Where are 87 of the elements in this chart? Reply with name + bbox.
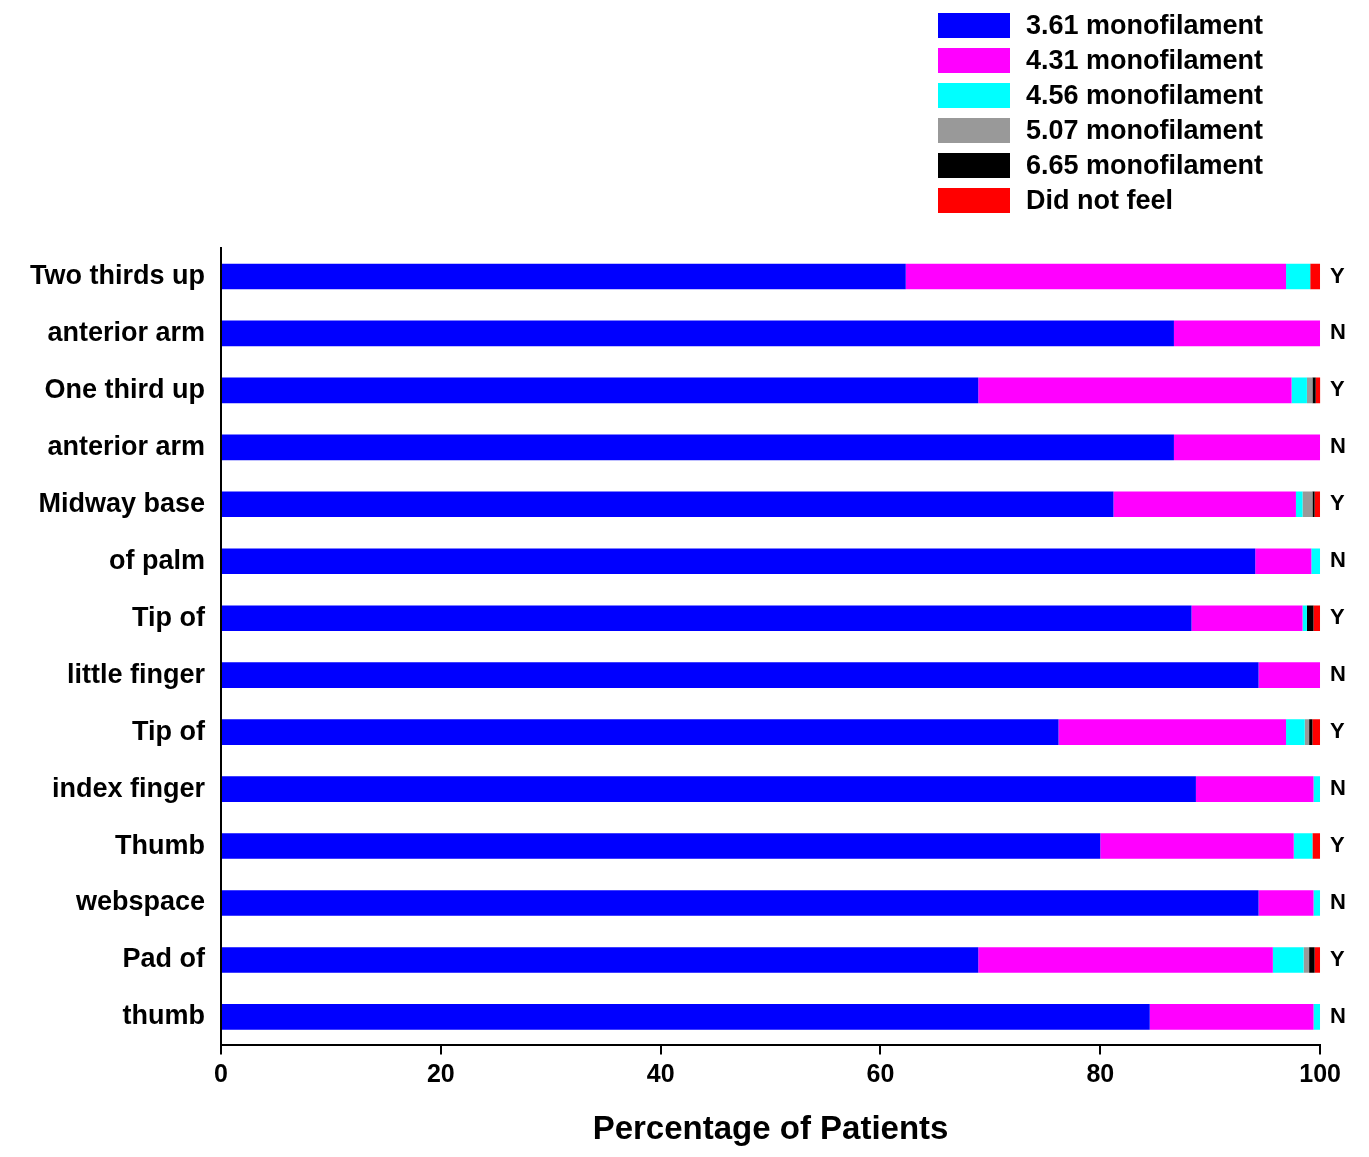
y-tick-label: N bbox=[1330, 433, 1346, 459]
bar bbox=[1309, 719, 1313, 745]
y-tick-label: Y bbox=[1330, 718, 1346, 744]
bar bbox=[222, 605, 1192, 632]
y-tick-label: Y bbox=[1330, 262, 1346, 288]
legend-label: 4.31 monofilament bbox=[1025, 45, 1263, 76]
bar bbox=[222, 776, 1196, 802]
text: One third up anterior arm bbox=[44, 373, 205, 461]
bar bbox=[1314, 491, 1321, 518]
x-tick-label: 100 bbox=[1299, 1059, 1341, 1088]
bar bbox=[1302, 605, 1307, 632]
bar bbox=[1295, 491, 1303, 518]
bar bbox=[978, 947, 1273, 973]
bar bbox=[1313, 890, 1321, 916]
bar bbox=[1306, 605, 1314, 632]
bar bbox=[1312, 719, 1321, 745]
bar bbox=[1173, 434, 1321, 461]
bar bbox=[222, 947, 979, 973]
bar bbox=[1313, 1004, 1321, 1030]
x-tick-label: 60 bbox=[866, 1059, 895, 1088]
y-tick-label: Y bbox=[1330, 946, 1346, 972]
text: Two thirds up anterior arm bbox=[30, 259, 205, 347]
bar bbox=[1100, 833, 1294, 859]
bar bbox=[222, 890, 1259, 916]
y-tick-label: Y bbox=[1330, 604, 1346, 630]
bar bbox=[222, 263, 906, 290]
bar bbox=[1302, 491, 1313, 518]
bar bbox=[1255, 548, 1312, 575]
bar bbox=[222, 377, 979, 404]
bar bbox=[222, 833, 1101, 859]
bar bbox=[1313, 776, 1321, 802]
bar bbox=[1286, 263, 1311, 290]
legend-label: Did not feel bbox=[1025, 185, 1173, 216]
legend-label: 5.07 monofilament bbox=[1025, 115, 1263, 146]
text: Thumb webspace bbox=[74, 829, 205, 917]
bar bbox=[1310, 263, 1321, 290]
bar bbox=[1313, 605, 1321, 632]
legend-label: 4.56 monofilament bbox=[1025, 80, 1263, 111]
bar bbox=[1173, 320, 1321, 347]
bar bbox=[1058, 719, 1287, 745]
bar bbox=[1195, 776, 1314, 802]
bar bbox=[222, 548, 1256, 575]
x-tick-label: 40 bbox=[646, 1059, 675, 1088]
y-tick-label: N bbox=[1330, 775, 1346, 801]
bar bbox=[1286, 719, 1305, 745]
text: Tip of index finger bbox=[51, 715, 207, 803]
bar bbox=[1258, 890, 1314, 916]
text: Midway base of palm bbox=[38, 487, 205, 575]
legend-label: 6.65 monofilament bbox=[1025, 150, 1263, 181]
bar bbox=[1191, 605, 1303, 632]
bar bbox=[1312, 377, 1316, 404]
legend-label: 3.61 monofilament bbox=[1025, 10, 1263, 41]
bar bbox=[222, 662, 1259, 688]
text: Tip of little finger bbox=[66, 601, 207, 689]
bar bbox=[1291, 377, 1307, 404]
y-tick-label: N bbox=[1330, 319, 1346, 345]
x-tick-label: 20 bbox=[426, 1059, 455, 1088]
bar bbox=[1312, 833, 1321, 859]
bar bbox=[1258, 662, 1321, 688]
y-tick-label: N bbox=[1330, 889, 1346, 915]
x-axis-title: Percentage of Patients bbox=[592, 1109, 949, 1147]
y-tick-label: Y bbox=[1330, 376, 1346, 402]
y-tick-label: N bbox=[1330, 547, 1346, 573]
bar bbox=[1309, 947, 1315, 973]
bar bbox=[1314, 947, 1321, 973]
bar bbox=[1149, 1004, 1314, 1030]
bar bbox=[222, 719, 1059, 745]
bar bbox=[1304, 719, 1310, 745]
bar bbox=[222, 320, 1174, 347]
bar bbox=[1303, 947, 1310, 973]
bar bbox=[222, 434, 1174, 461]
y-tick-label: Y bbox=[1330, 490, 1346, 516]
y-tick-label: Y bbox=[1330, 832, 1346, 858]
bar bbox=[905, 263, 1287, 290]
bar bbox=[1312, 491, 1315, 518]
y-tick-label: N bbox=[1330, 661, 1346, 687]
bar bbox=[1272, 947, 1304, 973]
bar bbox=[1293, 833, 1313, 859]
text: Pad of thumb bbox=[122, 943, 206, 1031]
x-tick-label: 80 bbox=[1086, 1059, 1115, 1088]
bar bbox=[222, 491, 1114, 518]
bar bbox=[1311, 548, 1321, 575]
y-tick-label: N bbox=[1330, 1002, 1346, 1028]
bar bbox=[1113, 491, 1296, 518]
bar bbox=[978, 377, 1292, 404]
bar bbox=[222, 1004, 1150, 1030]
x-tick-label: 0 bbox=[214, 1059, 228, 1088]
